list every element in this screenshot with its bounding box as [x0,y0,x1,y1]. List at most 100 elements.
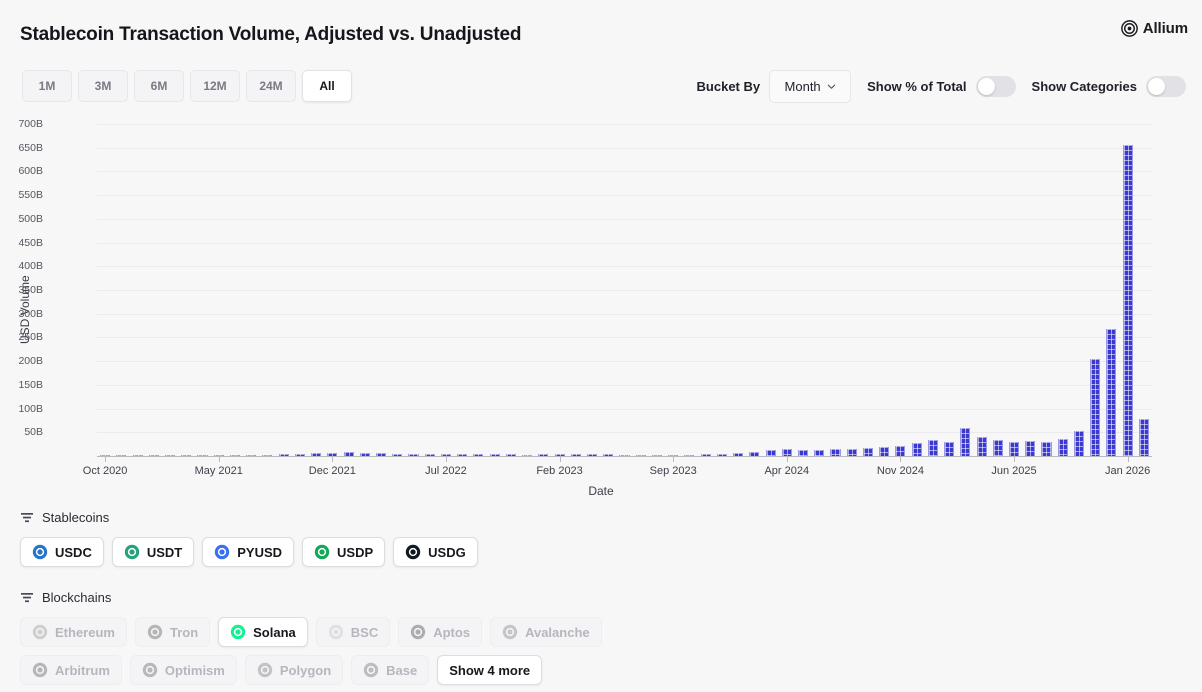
bar[interactable] [944,441,955,456]
x-axis-tick-label: Sep 2023 [649,465,697,477]
bar[interactable] [911,442,922,456]
bar[interactable] [765,450,776,456]
bar[interactable] [1009,441,1020,456]
bar[interactable] [457,454,468,456]
bar[interactable] [132,454,143,456]
bar[interactable] [1041,441,1052,456]
bar[interactable] [1073,431,1084,456]
bar[interactable] [343,452,354,456]
bar[interactable] [733,452,744,456]
bar[interactable] [229,454,240,456]
bar[interactable] [246,454,257,456]
bar[interactable] [505,454,516,456]
bar[interactable] [603,454,614,456]
x-axis-tick-label: Oct 2020 [82,465,128,477]
bar[interactable] [278,453,289,456]
bar[interactable] [473,453,484,456]
stablecoin-chip-usdt[interactable]: USDT [111,537,195,567]
token-icon [328,624,343,640]
blockchain-chip-optimism[interactable]: Optimism [129,655,237,685]
bar[interactable] [635,454,646,456]
bar[interactable] [522,454,533,456]
range-button-24m[interactable]: 24M [246,70,296,102]
blockchain-chip-tron[interactable]: Tron [134,617,211,647]
stablecoins-header: Stablecoins [20,510,478,525]
bar[interactable] [1025,440,1036,456]
bar[interactable] [327,452,338,456]
bar[interactable] [538,454,549,456]
blockchain-chip-arbitrum[interactable]: Arbitrum [20,655,122,685]
stablecoin-chip-usdg[interactable]: USDG [393,537,478,567]
bar[interactable] [1090,358,1101,456]
bar[interactable] [716,453,727,456]
blockchain-chip-aptos[interactable]: Aptos [398,617,483,647]
bar[interactable] [294,453,305,456]
bar[interactable] [749,451,760,456]
bar[interactable] [895,445,906,456]
bar[interactable] [100,454,111,456]
bar[interactable] [668,454,679,456]
range-button-12m[interactable]: 12M [190,70,240,102]
bar[interactable] [976,437,987,456]
bar[interactable] [489,454,500,456]
bar[interactable] [587,454,598,456]
show-percent-toggle[interactable] [975,76,1016,97]
bar[interactable] [619,454,630,456]
stablecoin-chip-usdc[interactable]: USDC [20,537,104,567]
gridline [97,337,1152,339]
x-axis-tick-mark [1014,456,1016,462]
bar[interactable] [359,453,370,456]
bar[interactable] [262,454,273,456]
range-button-6m[interactable]: 6M [134,70,184,102]
bar[interactable] [651,454,662,456]
bar[interactable] [408,453,419,456]
show-more-blockchains-button[interactable]: Show 4 more [437,655,543,685]
bar[interactable] [1057,438,1068,456]
bar[interactable] [814,450,825,456]
bar[interactable] [862,448,873,456]
blockchain-chip-base[interactable]: Base [351,655,430,685]
show-categories-toggle[interactable] [1146,76,1186,97]
blockchain-chip-bsc[interactable]: BSC [315,617,391,647]
bar[interactable] [197,454,208,456]
bar[interactable] [440,454,451,456]
range-button-all[interactable]: All [302,70,352,102]
bar[interactable] [165,454,176,456]
bar[interactable] [148,454,159,456]
bar[interactable] [960,427,971,456]
bar[interactable] [181,454,192,456]
bar[interactable] [1106,328,1117,456]
bar[interactable] [424,454,435,456]
bar[interactable] [798,449,809,456]
range-button-3m[interactable]: 3M [78,70,128,102]
blockchain-chip-ethereum[interactable]: Ethereum [20,617,127,647]
blockchain-chip-solana[interactable]: Solana [218,617,308,647]
bar[interactable] [1138,419,1149,456]
bar[interactable] [992,439,1003,456]
stablecoin-chip-pyusd[interactable]: PYUSD [202,537,295,567]
bar[interactable] [554,454,565,456]
bar[interactable] [311,453,322,456]
bar[interactable] [927,439,938,456]
y-axis-tick-label: 200B [18,355,43,368]
blockchain-chip-polygon[interactable]: Polygon [244,655,344,685]
bar[interactable] [1122,145,1133,456]
bar[interactable] [684,454,695,456]
bar[interactable] [376,453,387,456]
blockchain-chip-avalanche[interactable]: Avalanche [490,617,602,647]
bucket-by-select[interactable]: Month [769,70,852,103]
bar[interactable] [392,453,403,456]
x-axis-tick-label: Jun 2025 [991,465,1037,477]
x-axis-label: Date [588,484,614,498]
bar[interactable] [830,449,841,456]
bar[interactable] [700,454,711,456]
range-button-1m[interactable]: 1M [22,70,72,102]
stablecoin-chip-usdp[interactable]: USDP [302,537,386,567]
bar[interactable] [116,454,127,456]
bar[interactable] [570,453,581,456]
bar[interactable] [879,447,890,456]
bar[interactable] [781,449,792,456]
bar[interactable] [846,448,857,456]
bar[interactable] [213,454,224,456]
